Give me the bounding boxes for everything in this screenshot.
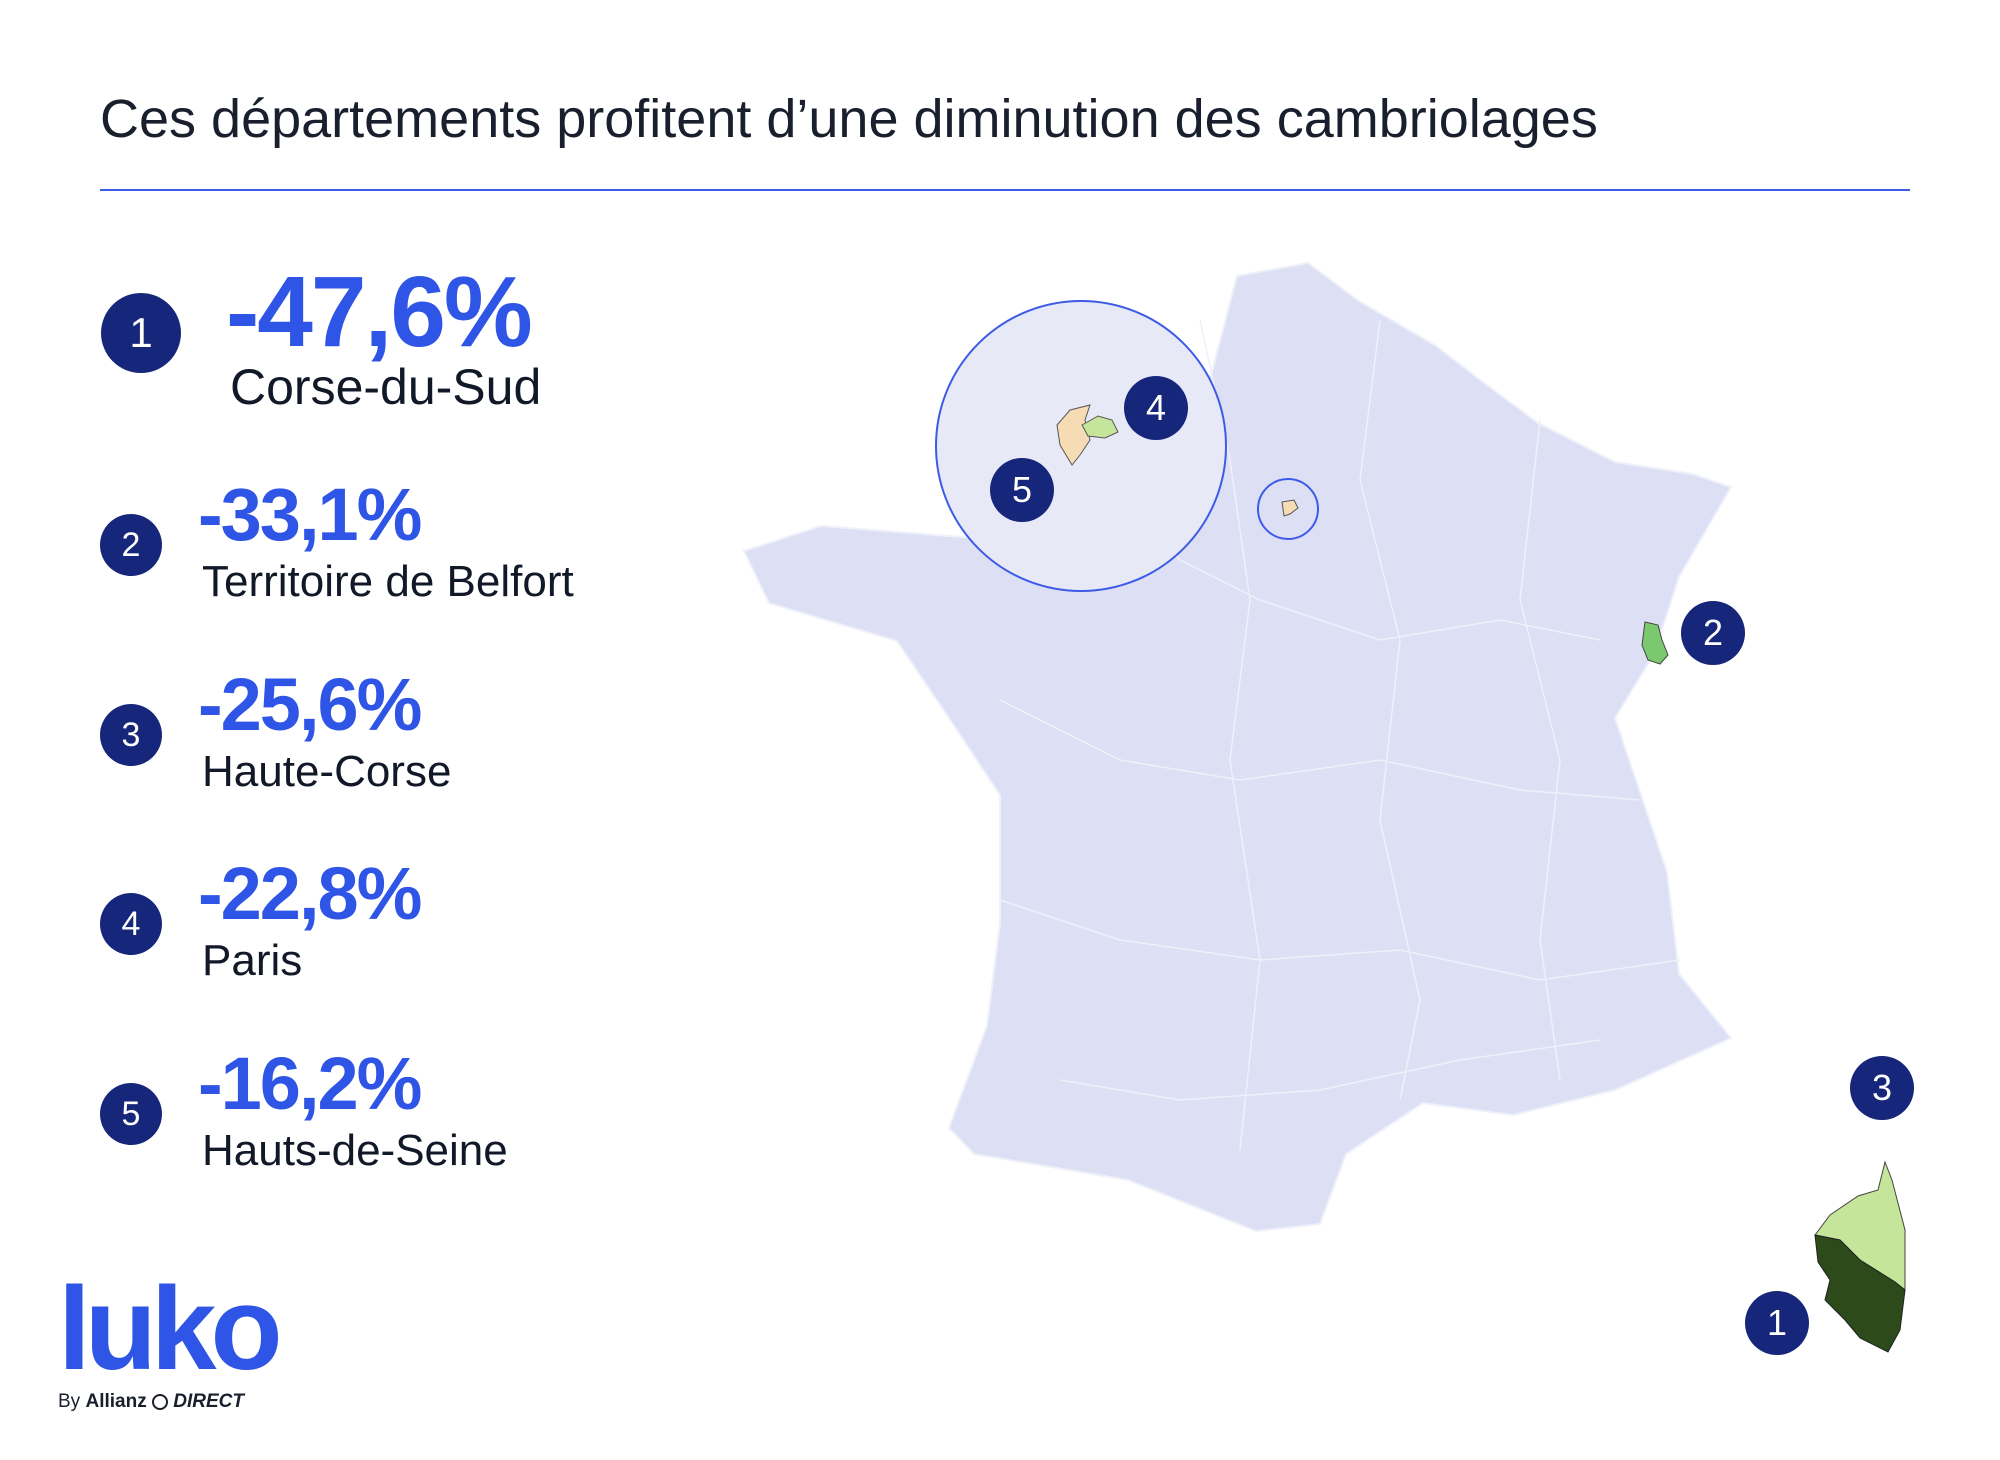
byline-suffix: DIRECT bbox=[173, 1391, 244, 1412]
rank-badge-1: 1 bbox=[101, 293, 181, 373]
corse-du-sud-shape bbox=[1814, 1234, 1906, 1353]
map-badge-2: 2 bbox=[1681, 601, 1745, 665]
paris-locator-circle bbox=[1257, 478, 1319, 540]
page-title: Ces départements profitent d’une diminut… bbox=[100, 89, 1598, 149]
byline-brand: Allianz bbox=[85, 1391, 147, 1412]
rank-badge-4: 4 bbox=[100, 893, 162, 955]
rank-department-3: Haute-Corse bbox=[202, 747, 452, 796]
rank-department-5: Hauts-de-Seine bbox=[202, 1126, 508, 1175]
rank-value-4: -22,8% bbox=[198, 852, 422, 935]
allianz-emblem-icon bbox=[151, 1394, 168, 1410]
rank-department-1: Corse-du-Sud bbox=[230, 359, 542, 415]
rank-value-1: -47,6% bbox=[226, 256, 533, 368]
byline-prefix: By bbox=[58, 1391, 81, 1412]
map-badge-3: 3 bbox=[1850, 1056, 1914, 1120]
paris-shape bbox=[1081, 415, 1119, 439]
territoire-de-belfort-shape bbox=[1641, 621, 1669, 665]
paris-mini-shape bbox=[1281, 499, 1299, 517]
hauts-de-seine-shape bbox=[1056, 404, 1091, 466]
title-divider bbox=[100, 189, 1910, 191]
map-badge-5: 5 bbox=[990, 458, 1054, 522]
logo-byline: By Allianz DIRECT bbox=[58, 1391, 244, 1413]
luko-logo: luko bbox=[58, 1263, 283, 1395]
rank-badge-5: 5 bbox=[100, 1083, 162, 1145]
department-borders bbox=[999, 319, 1681, 1151]
rank-value-3: -25,6% bbox=[198, 663, 422, 746]
map-badge-1: 1 bbox=[1745, 1291, 1809, 1355]
rank-department-2: Territoire de Belfort bbox=[202, 557, 574, 606]
rank-value-5: -16,2% bbox=[198, 1042, 422, 1125]
rank-department-4: Paris bbox=[202, 936, 303, 985]
rank-badge-2: 2 bbox=[100, 514, 162, 576]
rank-value-2: -33,1% bbox=[198, 473, 422, 556]
france-mainland bbox=[742, 261, 1733, 1233]
map-badge-4: 4 bbox=[1124, 376, 1188, 440]
rank-badge-3: 3 bbox=[100, 704, 162, 766]
